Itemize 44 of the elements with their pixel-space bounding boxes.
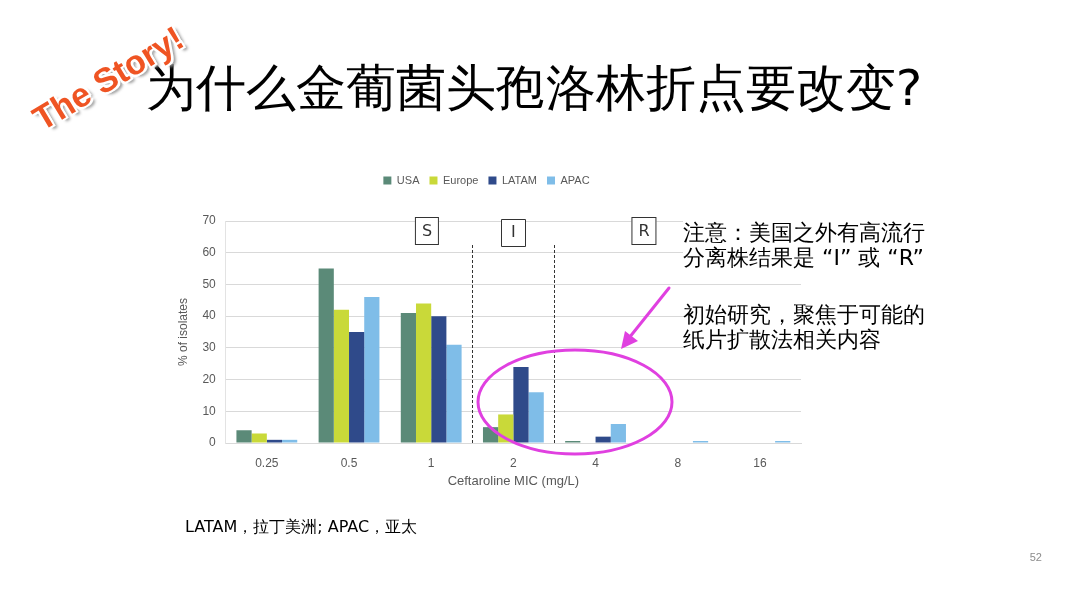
annotation: S	[414, 217, 440, 245]
y-tick-label: 30	[202, 340, 217, 355]
bar	[236, 430, 252, 443]
bar	[349, 332, 365, 443]
bar	[595, 436, 611, 443]
bar	[282, 439, 298, 443]
y-tick-label: 40	[202, 308, 217, 323]
bar	[528, 392, 544, 443]
bar	[446, 344, 462, 443]
y-axis-title: % of isolates	[175, 297, 190, 367]
x-tick-label: 0.5	[340, 455, 358, 470]
legend-label: USA	[396, 173, 421, 186]
bar	[333, 309, 350, 443]
band-label: I	[511, 221, 516, 241]
y-tick-label: 60	[202, 245, 217, 260]
x-tick-label: 2	[510, 455, 518, 470]
x-tick-label: 1	[427, 455, 435, 470]
bar	[364, 297, 380, 443]
x-tick-label: 16	[753, 455, 767, 470]
legend-label: Europe	[442, 173, 479, 186]
text: 52	[1029, 551, 1042, 563]
text: LATAM，拉丁美洲; APAC，亚太	[185, 517, 418, 537]
bar	[318, 268, 334, 443]
x-tick-label: 0.25	[255, 455, 279, 470]
y-tick-label: 0	[209, 435, 217, 450]
y-tick-label: 70	[202, 213, 217, 228]
x-tick-label: 8	[674, 455, 682, 470]
annotation: 初始研究，聚焦于可能的纸片扩散法相关内容	[683, 302, 945, 352]
y-tick-label: 50	[202, 276, 217, 291]
y-tick-label: 10	[202, 403, 217, 418]
bar	[400, 312, 416, 443]
annotation: 注意：美国之外有高流行分离株结果是 “I” 或 “R”	[683, 220, 945, 270]
bar	[513, 366, 529, 443]
legend-label: LATAM	[501, 173, 537, 186]
x-tick-label: 4	[592, 455, 600, 470]
x-axis-title: Ceftaroline MIC (mg/L)	[447, 472, 580, 488]
bar	[610, 423, 626, 443]
bar	[415, 303, 432, 443]
bar	[431, 316, 447, 443]
bar	[251, 433, 267, 443]
bar	[266, 439, 283, 443]
y-tick-label: 20	[202, 371, 217, 386]
legend-label: APAC	[560, 173, 590, 186]
annotation: R	[631, 217, 657, 245]
